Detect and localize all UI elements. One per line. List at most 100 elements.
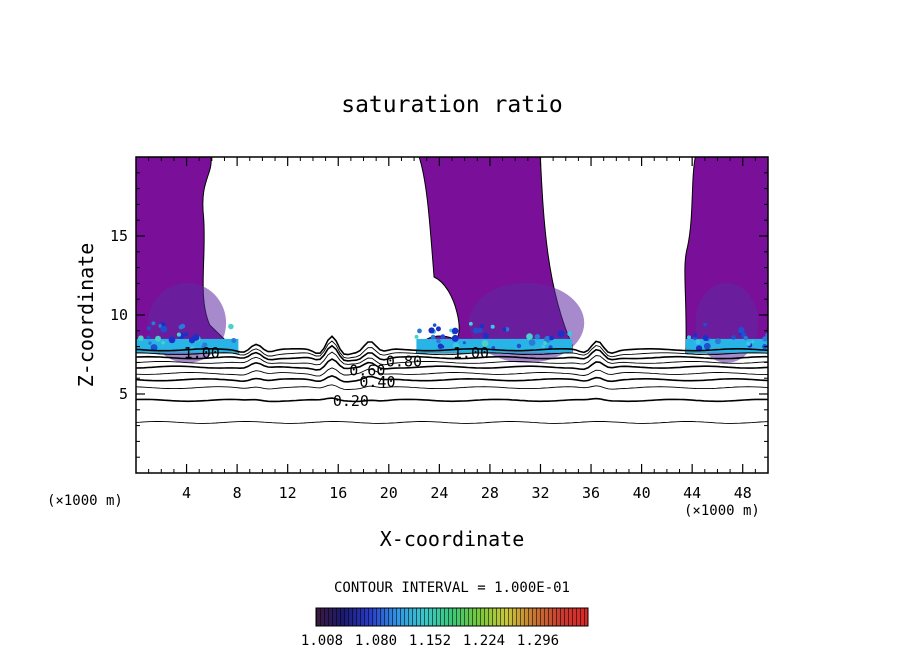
cloud-speckle — [491, 346, 496, 350]
contour-line — [136, 340, 768, 359]
cloud-speckle — [762, 336, 768, 342]
cloud-speckle — [430, 334, 436, 340]
cloud-speckle — [228, 323, 234, 330]
chart-title: saturation ratio — [341, 92, 563, 118]
cloud-speckle — [693, 333, 698, 338]
x-tick-label: 48 — [734, 484, 752, 502]
x-tick-label: 20 — [380, 484, 398, 502]
cloud-speckle — [516, 343, 522, 349]
colorbar-label: 1.080 — [355, 633, 397, 649]
contour-line — [136, 384, 768, 390]
cloud-speckle — [451, 327, 459, 335]
x-tick-label: 8 — [233, 484, 242, 502]
x-tick-label: 28 — [481, 484, 499, 502]
contour-labels: 0.200.400.60 0.80 1.00 1.00 — [184, 344, 489, 410]
cloud-speckle — [702, 335, 709, 342]
colorbar-border — [315, 607, 589, 627]
cloud-speckle — [184, 332, 189, 337]
cloud-layer — [136, 157, 768, 363]
cloud-speckle — [436, 338, 441, 344]
cloud-speckle — [738, 327, 745, 334]
cloud-speckle — [557, 330, 565, 338]
cloud-speckle — [743, 335, 748, 341]
y-tick-label: 5 — [119, 385, 128, 403]
cloud-speckle — [414, 334, 419, 339]
cloud-speckle — [155, 335, 162, 342]
x-ticks: 4 8 12 16 20 24 28 32 36 40 44 48 — [148, 157, 756, 502]
contour-label: 1.00 — [184, 344, 220, 362]
x-unit-left: (×1000 m) — [47, 493, 123, 509]
x-unit-right: (×1000 m) — [684, 503, 760, 519]
cloud-speckle — [417, 328, 422, 334]
cloud-speckle — [435, 326, 441, 332]
contour-label: 0.80 — [386, 353, 422, 371]
cloud-speckle — [150, 344, 158, 352]
cloud-speckle — [567, 331, 573, 337]
x-tick-label: 24 — [430, 484, 448, 502]
contour-label: 0.20 — [333, 392, 369, 410]
contour-label: 0.60 — [349, 361, 385, 379]
cloud-speckle — [751, 340, 755, 344]
y-tick-label: 15 — [110, 227, 128, 245]
contour-label: 0.40 — [359, 373, 395, 391]
contour-interval-text: CONTOUR INTERVAL = 1.000E-01 — [334, 580, 570, 596]
cloud-speckle — [176, 332, 181, 337]
cloud-speckle — [192, 333, 200, 341]
cloud-speckle — [440, 334, 446, 339]
x-tick-label: 44 — [683, 484, 701, 502]
x-tick-label: 16 — [329, 484, 347, 502]
x-tick-label: 32 — [531, 484, 549, 502]
colorbar-labels: 1.008 1.080 1.152 1.224 1.296 — [301, 633, 559, 649]
cloud-speckle — [161, 321, 166, 327]
x-tick-label: 12 — [279, 484, 297, 502]
contour-line — [136, 375, 768, 383]
cloud-speckle — [452, 342, 460, 350]
plot-area — [136, 157, 768, 424]
cloud-speckle — [441, 345, 445, 349]
cloud-speckle — [543, 341, 547, 345]
cloud-speckle — [686, 335, 692, 340]
contour-line — [136, 335, 768, 356]
cloud-speckle — [505, 327, 510, 332]
cloud-speckle — [528, 339, 536, 346]
cloud-speckle — [481, 339, 489, 347]
cloud-speckle — [490, 324, 495, 329]
cloud-speckle — [526, 333, 533, 340]
colorbar-label: 1.152 — [409, 633, 451, 649]
cloud-speckle — [148, 341, 152, 345]
cloud-speckle — [146, 335, 151, 340]
cloud-speckle — [462, 341, 466, 345]
cloud-speckle — [180, 323, 186, 329]
cloud-speckle — [703, 322, 707, 327]
cloud-speckle — [534, 334, 541, 340]
x-axis-label: X-coordinate — [380, 527, 525, 551]
cloud-speckle — [428, 327, 435, 334]
cloud-speckle — [151, 321, 156, 326]
cloud-speckle — [714, 338, 721, 345]
contour-line — [136, 367, 768, 377]
cloud-speckle — [138, 335, 144, 341]
cloud-speckle — [202, 342, 208, 348]
cloud-speckle — [168, 336, 176, 344]
x-tick-label: 4 — [182, 484, 191, 502]
cloud-speckle — [731, 335, 736, 340]
y-axis-label: Z-coordinate — [74, 243, 98, 388]
colorbar-label: 1.008 — [301, 633, 343, 649]
y-ticks: 5 10 15 — [110, 172, 768, 458]
cloud-speckle — [502, 327, 507, 332]
cloud-speckle — [468, 321, 473, 326]
cloud-speckle — [472, 327, 479, 334]
colorbar: 1.008 1.080 1.152 1.224 1.296 — [301, 607, 589, 649]
colorbar-stripes — [316, 608, 588, 626]
contour-line — [136, 421, 768, 424]
colorbar-label: 1.296 — [517, 633, 559, 649]
cloud-speckle — [451, 334, 459, 342]
cloud-speckle — [160, 325, 168, 333]
contour-layer — [136, 335, 768, 424]
cloud-speckle — [746, 341, 751, 346]
cloud-speckle — [695, 339, 701, 345]
cloud-speckle — [541, 344, 546, 349]
contour-line — [136, 344, 768, 362]
cloud-speckle — [146, 326, 151, 331]
